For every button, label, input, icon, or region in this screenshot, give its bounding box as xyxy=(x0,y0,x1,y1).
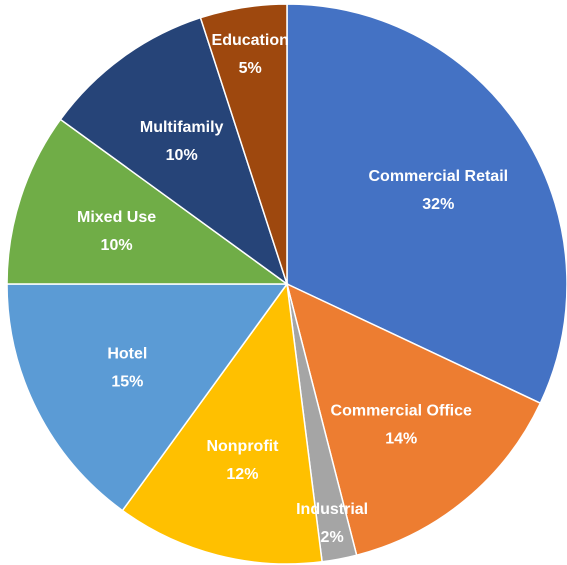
slice-label: Commercial Retail xyxy=(368,168,508,185)
slice-value-label: 14% xyxy=(385,430,417,447)
slice-label: Nonprofit xyxy=(206,438,279,455)
slice-value-label: 32% xyxy=(422,196,454,213)
slice-label: Hotel xyxy=(107,346,147,363)
slice-label: Commercial Office xyxy=(331,402,472,419)
pie-slice xyxy=(121,282,323,565)
pie-slice xyxy=(6,283,289,512)
pie-slice xyxy=(285,282,542,557)
slice-value-label: 2% xyxy=(321,529,344,546)
slice-label: Education xyxy=(212,32,289,49)
pie-slice xyxy=(6,118,290,285)
slice-value-label: 10% xyxy=(101,237,133,254)
slice-label: Mixed Use xyxy=(77,209,156,226)
slice-value-label: 5% xyxy=(239,60,262,77)
slice-value-label: 12% xyxy=(226,466,258,483)
slice-value-label: 10% xyxy=(166,147,198,164)
pie-slice xyxy=(199,3,288,285)
pie-slice xyxy=(59,16,289,286)
slice-value-label: 15% xyxy=(111,374,143,391)
pie-slice xyxy=(286,3,567,405)
slice-label: Industrial xyxy=(296,501,368,518)
slice-label: Multifamily xyxy=(140,119,224,136)
